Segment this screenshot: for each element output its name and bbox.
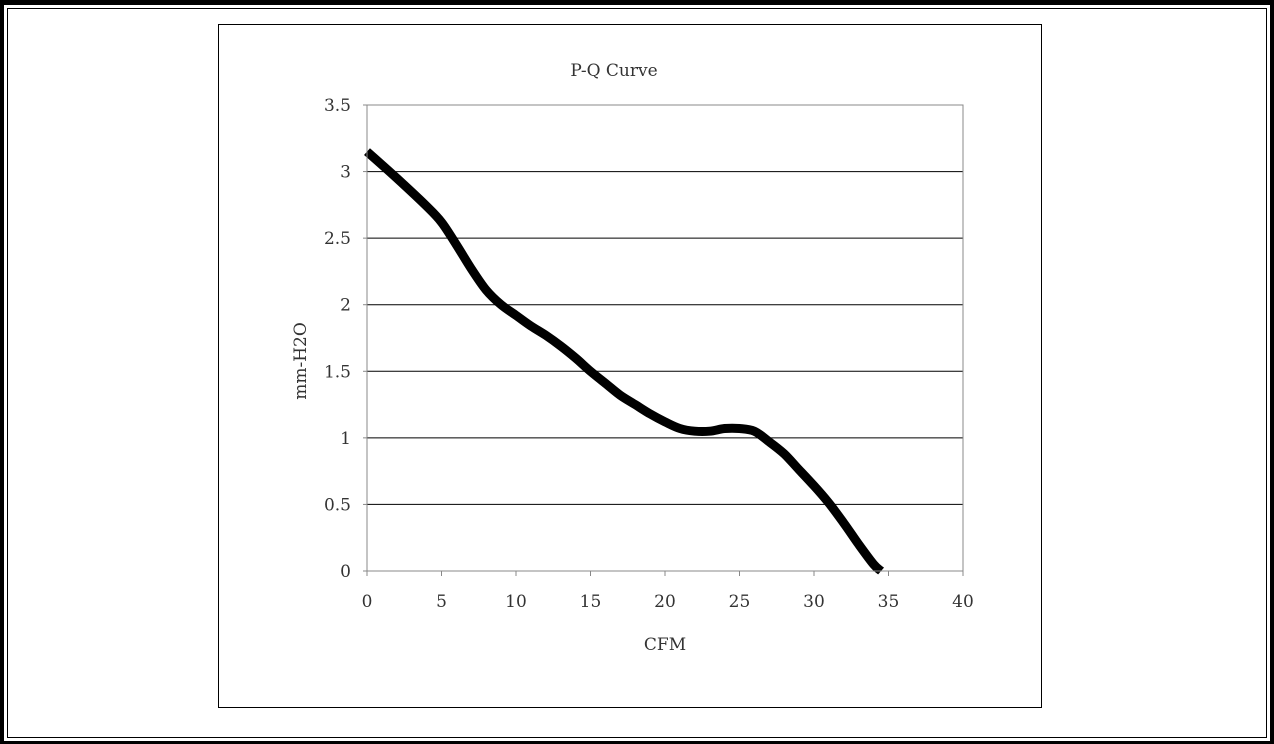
y-tick-label-5: 2.5: [324, 229, 351, 249]
x-tick-label-7: 35: [878, 592, 900, 612]
series-layer: [364, 148, 885, 575]
y-tick-label-7: 3.5: [324, 96, 351, 116]
plot-area-frame: [366, 104, 964, 572]
y-tick-label-3: 1.5: [324, 362, 351, 382]
x-tick-label-5: 25: [729, 592, 751, 612]
x-axis-label: CFM: [644, 635, 686, 655]
y-axis-label: mm-H2O: [291, 322, 311, 400]
y-tick-label-1: 0.5: [324, 495, 351, 515]
x-tick-label-0: 0: [362, 592, 373, 612]
y-tick-label-6: 3: [340, 163, 351, 183]
x-tick-label-4: 20: [654, 592, 676, 612]
x-tick-label-1: 5: [436, 592, 447, 612]
series-line-0: [364, 148, 885, 575]
pq-chart: P-Q Curve CFM mm-H2O 0 0.5 1 1.5 2 2.5 3 3.5 0 5 1…: [291, 61, 974, 655]
tick-labels: 0 0.5 1 1.5 2 2.5 3 3.5 0 5 10 15 20 25 30 35 40: [324, 96, 974, 612]
x-tick-label-6: 30: [803, 592, 825, 612]
y-tick-label-2: 1: [340, 429, 351, 449]
x-tick-label-2: 10: [505, 592, 527, 612]
x-tick-label-8: 40: [952, 592, 974, 612]
grid-lines: [367, 171, 963, 505]
inner-frame: [7, 8, 1267, 738]
y-tick-label-0: 0: [340, 562, 351, 582]
chart-title: P-Q Curve: [570, 61, 657, 81]
y-tick-label-4: 2: [340, 296, 351, 316]
x-tick-label-3: 15: [580, 592, 602, 612]
chart-container: P-Q Curve CFM mm-H2O 0 0.5 1 1.5 2 2.5 3 3.5 0 5 1…: [218, 24, 1042, 708]
